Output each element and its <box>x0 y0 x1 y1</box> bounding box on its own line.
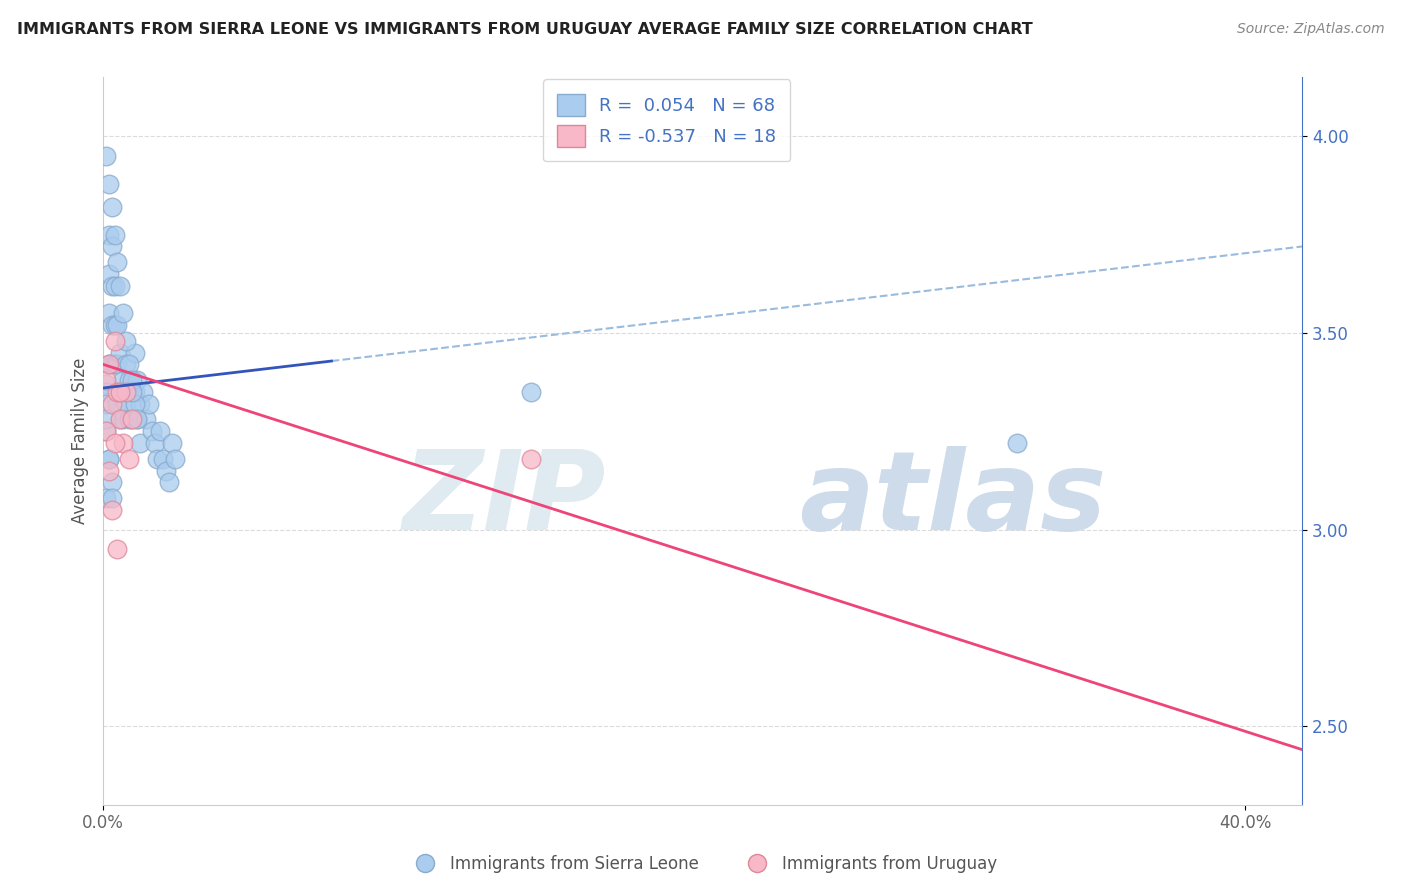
Point <box>100 358 122 372</box>
Text: IMMIGRANTS FROM SIERRA LEONE VS IMMIGRANTS FROM URUGUAY AVERAGE FAMILY SIZE CORR: IMMIGRANTS FROM SIERRA LEONE VS IMMIGRAN… <box>17 22 1032 37</box>
Point <box>97 358 120 372</box>
Point <box>135 412 157 426</box>
Point <box>141 424 163 438</box>
Point <box>107 384 129 399</box>
Point <box>103 334 125 348</box>
Point <box>97 464 120 478</box>
Point <box>138 397 160 411</box>
Y-axis label: Average Family Size: Average Family Size <box>72 358 89 524</box>
Point <box>103 358 125 372</box>
Point <box>112 373 135 387</box>
Point <box>94 397 117 411</box>
Point <box>94 424 117 438</box>
Point <box>118 412 141 426</box>
Text: atlas: atlas <box>799 446 1107 553</box>
Point <box>112 436 135 450</box>
Point <box>115 384 138 399</box>
Text: Source: ZipAtlas.com: Source: ZipAtlas.com <box>1237 22 1385 37</box>
Point <box>127 412 149 426</box>
Point <box>1005 436 1028 450</box>
Point <box>520 451 543 466</box>
Point <box>103 436 125 450</box>
Point <box>94 424 117 438</box>
Point <box>94 149 117 163</box>
Legend: R =  0.054   N = 68, R = -0.537   N = 18: R = 0.054 N = 68, R = -0.537 N = 18 <box>543 79 790 161</box>
Point <box>143 436 166 450</box>
Point <box>100 503 122 517</box>
Point <box>97 306 120 320</box>
Point <box>121 412 143 426</box>
Point <box>149 424 172 438</box>
Point <box>107 318 129 332</box>
Point <box>103 278 125 293</box>
Point <box>94 491 117 505</box>
Point <box>121 384 143 399</box>
Point <box>97 451 120 466</box>
Point <box>100 278 122 293</box>
Point <box>110 384 132 399</box>
Point <box>124 345 146 359</box>
Point <box>115 358 138 372</box>
Point <box>97 267 120 281</box>
Point <box>121 412 143 426</box>
Point <box>121 384 143 399</box>
Point <box>1091 829 1114 843</box>
Point <box>107 358 129 372</box>
Point <box>155 464 177 478</box>
Point <box>152 451 174 466</box>
Point <box>100 397 122 411</box>
Point <box>107 397 129 411</box>
Point <box>129 436 152 450</box>
Point <box>94 412 117 426</box>
Point <box>520 384 543 399</box>
Point <box>118 373 141 387</box>
Point <box>94 377 117 392</box>
Point <box>107 255 129 269</box>
Point <box>107 542 129 557</box>
Point <box>118 358 141 372</box>
Point <box>100 200 122 214</box>
Point <box>103 227 125 242</box>
Point <box>94 373 117 387</box>
Point <box>112 306 135 320</box>
Point <box>146 451 169 466</box>
Point <box>132 384 155 399</box>
Point <box>103 318 125 332</box>
Text: ZIP: ZIP <box>404 446 607 553</box>
Point <box>110 345 132 359</box>
Point <box>157 475 180 490</box>
Point <box>110 412 132 426</box>
Point <box>127 412 149 426</box>
Point <box>110 412 132 426</box>
Point <box>121 373 143 387</box>
Point <box>115 334 138 348</box>
Point <box>100 491 122 505</box>
Point <box>97 451 120 466</box>
Point <box>127 373 149 387</box>
Point <box>100 475 122 490</box>
Point <box>163 451 186 466</box>
Point <box>160 436 183 450</box>
Point <box>124 384 146 399</box>
Point <box>110 278 132 293</box>
Point <box>110 384 132 399</box>
Point <box>100 239 122 253</box>
Point <box>97 358 120 372</box>
Point <box>97 227 120 242</box>
Point <box>124 397 146 411</box>
Point <box>118 451 141 466</box>
Point <box>129 397 152 411</box>
Point <box>100 318 122 332</box>
Point <box>94 384 117 399</box>
Legend: Immigrants from Sierra Leone, Immigrants from Uruguay: Immigrants from Sierra Leone, Immigrants… <box>402 848 1004 880</box>
Point <box>115 397 138 411</box>
Point <box>112 412 135 426</box>
Point <box>97 177 120 191</box>
